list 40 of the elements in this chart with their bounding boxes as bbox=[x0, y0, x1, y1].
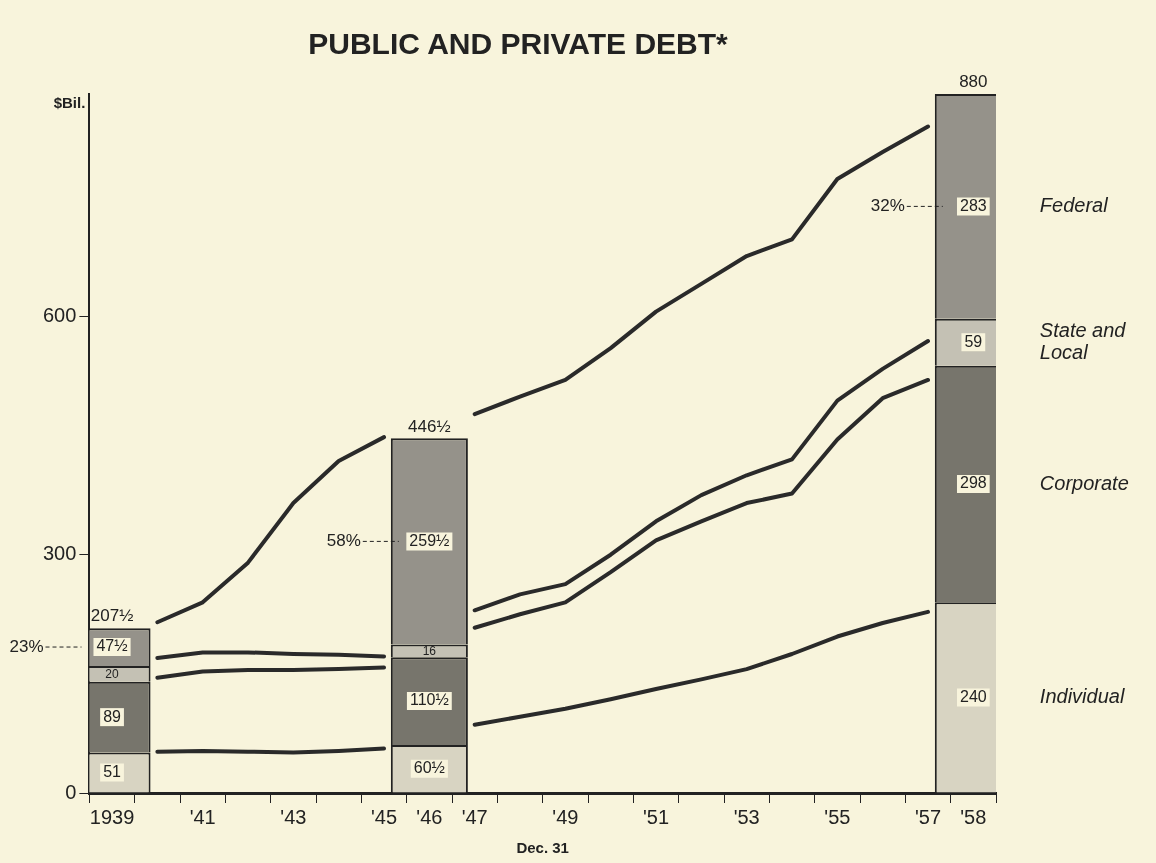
series-label: State and Local bbox=[1039, 318, 1127, 363]
data-label: 47½ bbox=[96, 637, 128, 655]
x-tick-label: '53 bbox=[733, 805, 760, 828]
x-tick-label: '41 bbox=[189, 805, 216, 828]
y-tick-label: 0 bbox=[65, 780, 77, 803]
data-label: 240 bbox=[959, 687, 987, 705]
x-tick-label: '55 bbox=[824, 805, 851, 828]
data-label: 60½ bbox=[413, 759, 445, 777]
y-tick-label: 600 bbox=[42, 303, 77, 326]
data-label: 59 bbox=[964, 332, 983, 350]
series-label: Individual bbox=[1039, 684, 1125, 707]
data-label: 20 bbox=[105, 667, 120, 682]
text: 23% bbox=[9, 636, 44, 656]
y-axis-title: $Bil. bbox=[53, 93, 86, 111]
x-tick-label: '45 bbox=[370, 805, 398, 828]
annotation: 32% bbox=[870, 196, 905, 216]
data-label: 51 bbox=[103, 762, 122, 780]
x-tick-label: '43 bbox=[280, 805, 307, 828]
total-label: 880 bbox=[959, 72, 988, 92]
data-label: 16 bbox=[422, 644, 437, 659]
x-tick-label: '47 bbox=[461, 805, 488, 828]
y-tick-label: 300 bbox=[42, 542, 77, 565]
annotation: 58% bbox=[326, 531, 361, 551]
data-label: 298 bbox=[959, 474, 987, 492]
series-label: Corporate bbox=[1039, 471, 1129, 494]
x-tick-label: '46 bbox=[416, 805, 443, 828]
series-label: Federal bbox=[1039, 193, 1109, 216]
x-tick-label: '51 bbox=[642, 805, 670, 828]
data-label: 89 bbox=[103, 707, 122, 725]
x-tick-label: '57 bbox=[914, 805, 942, 828]
x-tick-label: '58 bbox=[960, 805, 987, 828]
total-label: 446½ bbox=[408, 416, 451, 436]
text: Dec. 31 bbox=[516, 838, 569, 856]
data-label: 259½ bbox=[409, 531, 450, 549]
x-tick-label: '49 bbox=[552, 805, 579, 828]
x-tick-label: 1939 bbox=[89, 805, 135, 828]
chart-title: PUBLIC AND PRIVATE DEBT* bbox=[308, 27, 729, 61]
total-label: 207½ bbox=[90, 606, 134, 626]
data-label: 283 bbox=[959, 196, 987, 214]
data-label: 110½ bbox=[409, 691, 449, 709]
